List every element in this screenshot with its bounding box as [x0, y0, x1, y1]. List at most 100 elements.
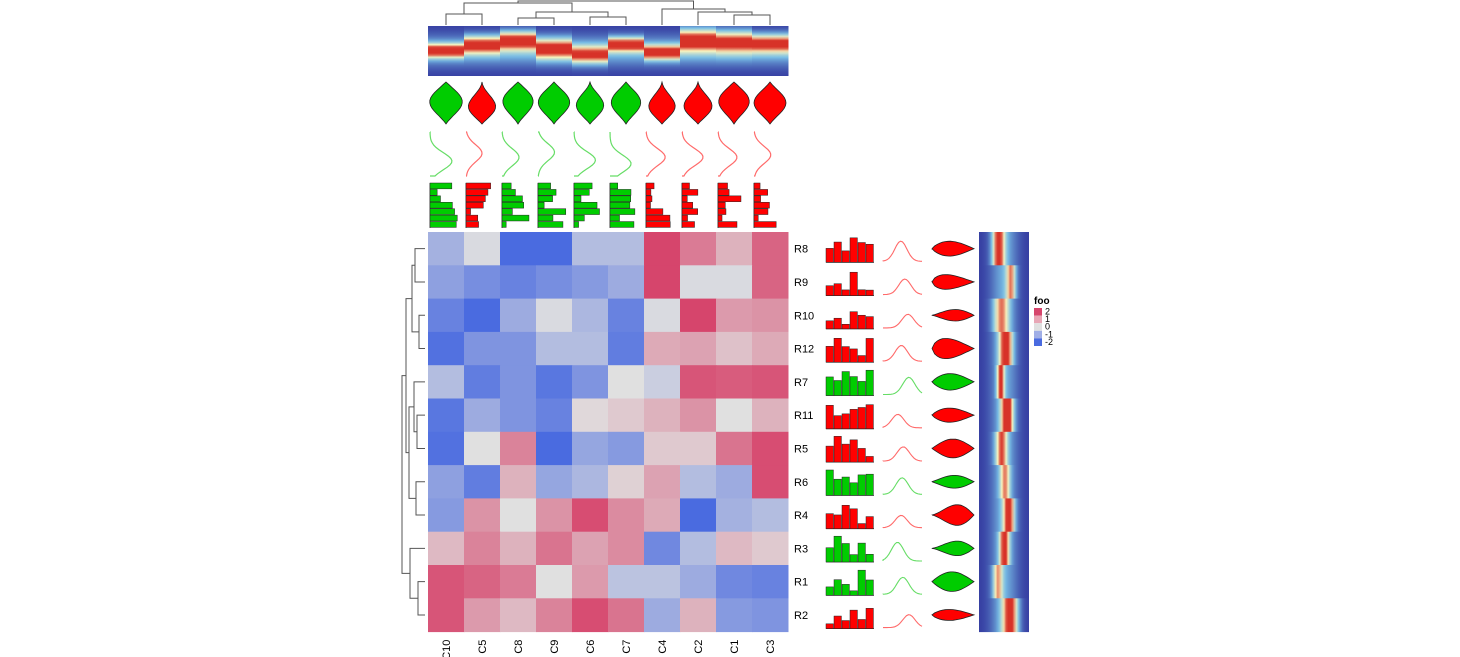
row-histogram-bar: [865, 289, 874, 296]
heatmap-cell-R2-C2: [680, 598, 717, 633]
row-histogram-bar: [865, 316, 874, 330]
column-violin: [648, 80, 676, 125]
column-histogram-bar: [753, 189, 768, 196]
heatmap-cell-R1-C1: [716, 565, 753, 599]
row-label: R4: [794, 510, 808, 522]
row-histogram-bar: [857, 448, 866, 463]
column-histogram-bar: [465, 195, 486, 202]
column-density-annotation: [429, 131, 772, 177]
heatmap-cell-R4-C2: [680, 498, 717, 533]
heatmap-cell-R7-C9: [536, 365, 573, 399]
heatmap-cell-R12-C4: [644, 331, 681, 366]
row-violin: [931, 438, 975, 459]
heatmap-cell-R3-C1: [716, 531, 753, 566]
heatmap-cell-R2-C9: [536, 598, 573, 633]
row-density: [882, 240, 923, 262]
column-density: [717, 131, 738, 177]
heatmap-cell-R7-C5: [464, 365, 501, 399]
column-histogram-bar: [465, 214, 479, 222]
dendrogram-branch: [415, 481, 425, 516]
column-label: C5: [477, 640, 489, 654]
heatmap-cell-R5-C8: [500, 431, 537, 466]
column-histogram-bar: [609, 195, 631, 202]
legend-label: -1: [1045, 329, 1053, 339]
column-density: [501, 131, 520, 177]
heatmap-cell-R11-C7: [608, 398, 645, 433]
heatmap-cell-R5-C6: [572, 431, 609, 466]
heatmap-cell-R6-C8: [500, 465, 537, 499]
heatmap-cell-R3-C4: [644, 531, 681, 566]
heatmap-cell-R5-C1: [716, 431, 753, 466]
row-histogram-bar: [849, 271, 858, 296]
column-label: C1: [729, 640, 741, 654]
column-label: C10: [441, 640, 453, 657]
row-density-cell: [979, 365, 1029, 399]
column-histogram-bar: [717, 208, 727, 215]
heatmap-cell-R3-C7: [608, 531, 645, 566]
column-histogram-bar: [609, 208, 636, 215]
row-labels: R8 R9 R10 R12 R7 R11 R5 R6 R4 R3 R1 R2: [794, 244, 814, 622]
row-density: [882, 446, 923, 462]
row-density-cell: [979, 498, 1029, 533]
row-violin: [931, 407, 976, 423]
heatmap-cell-R5-C10: [428, 431, 465, 466]
column-label: C9: [549, 640, 561, 654]
row-histogram-bar: [857, 381, 866, 396]
heatmap-cell-R12-C7: [608, 331, 645, 366]
column-histogram-bar: [501, 182, 512, 190]
heatmap-cell-R3-C2: [680, 531, 717, 566]
heatmap-cell-R1-C5: [464, 565, 501, 599]
heatmap-cell-R10-C7: [608, 298, 645, 333]
row-label: R2: [794, 610, 808, 622]
row-histogram-bar: [865, 608, 874, 629]
column-histogram-bar: [537, 195, 553, 202]
column-histogram-bar: [645, 208, 664, 215]
heatmap-cell-R10-C8: [500, 298, 537, 333]
row-histogram-bar: [841, 413, 850, 430]
column-density: [573, 131, 597, 177]
row-violin: [931, 240, 975, 257]
column-dendrogram: [445, 0, 771, 25]
heatmap-cell-R3-C6: [572, 531, 609, 566]
heatmap-cell-R6-C9: [536, 465, 573, 499]
heatmap-cell-R8-C6: [572, 232, 609, 266]
column-histogram-bar: [501, 221, 507, 228]
row-density: [883, 614, 923, 629]
column-histogram-bar: [681, 195, 688, 202]
row-density: [882, 413, 922, 429]
heatmap-cell-R1-C6: [572, 565, 609, 599]
legend-title: foo: [1034, 296, 1050, 307]
row-density-cell: [979, 232, 1029, 266]
row-label: R6: [794, 477, 808, 489]
heatmap-cell-R8-C3: [752, 232, 789, 266]
column-label: C3: [765, 640, 777, 654]
row-histogram-bar: [825, 405, 834, 430]
heatmap-cell-R11-C9: [536, 398, 573, 433]
heatmap-cell-R7-C2: [680, 365, 717, 399]
row-label: R5: [794, 443, 808, 455]
heatmap-cell-R12-C5: [464, 331, 501, 366]
column-density: [465, 131, 483, 177]
heatmap-cell-R11-C10: [428, 398, 465, 433]
column-density-heatmap: [428, 26, 789, 76]
heatmap-cell-R8-C2: [680, 232, 717, 266]
row-histogram-bar: [841, 476, 850, 496]
column-histogram-bar: [753, 221, 777, 228]
heatmap-cell-R12-C8: [500, 331, 537, 366]
column-histogram-bar: [537, 189, 557, 196]
row-histogram-bar: [841, 289, 850, 296]
heatmap-cell-R10-C3: [752, 298, 789, 333]
row-violin-annotation: [931, 240, 976, 621]
row-density: [882, 514, 923, 529]
column-violin: [718, 81, 750, 125]
heatmap-cell-R3-C3: [752, 531, 789, 566]
heatmap-cell-R12-C10: [428, 331, 465, 366]
heatmap-cell-R6-C10: [428, 465, 465, 499]
column-violin-annotation: [429, 80, 787, 125]
column-histogram-bar: [465, 202, 484, 209]
dendrogram-branch: [661, 8, 726, 25]
row-density: [882, 541, 922, 562]
heatmap-cell-R6-C1: [716, 465, 753, 499]
column-histogram-bar: [573, 195, 582, 202]
column-histogram-bar: [717, 214, 723, 222]
